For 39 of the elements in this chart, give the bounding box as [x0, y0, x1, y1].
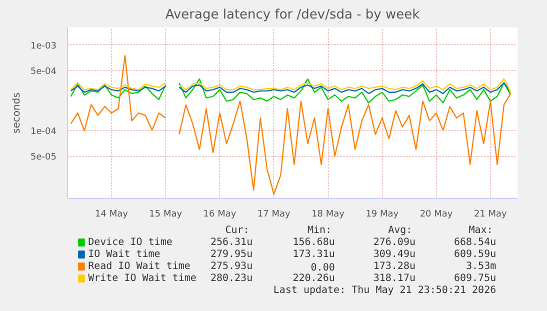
legend-label: Write IO Wait time	[88, 273, 196, 284]
y-tick-label: 5e-04	[30, 67, 57, 78]
legend-label: Device IO time	[88, 237, 172, 248]
text: 0.00	[310, 262, 335, 274]
x-tick-label: 15 May	[149, 210, 183, 220]
x-tick-label: 17 May	[257, 210, 292, 220]
text: Last update: Thu May 21 23:50:21 2026	[273, 285, 496, 296]
text: 156.68u	[292, 237, 335, 248]
text: 275.93u	[210, 261, 253, 272]
y-tick-label: 1e-03	[30, 41, 57, 52]
legend-label: IO Wait time	[88, 249, 160, 260]
text: 173.31u	[292, 249, 335, 260]
x-tick-label: 21 May	[474, 210, 508, 220]
text: 276.09u	[373, 237, 416, 248]
text: 309.49u	[373, 249, 416, 260]
x-tick-label: 16 May	[203, 210, 237, 220]
text: Cur:	[225, 225, 250, 236]
text: 318.17u	[373, 273, 416, 284]
text: 220.26u	[292, 273, 335, 284]
text: 279.95u	[210, 249, 253, 260]
x-tick-label: 18 May	[312, 210, 346, 220]
text: 173.28u	[373, 261, 416, 272]
text: 609.59u	[454, 249, 496, 260]
text: Min:	[307, 225, 332, 236]
text: Avg:	[388, 225, 412, 236]
text: Max:	[468, 225, 493, 236]
text: 3.53m	[466, 261, 496, 272]
x-tick-label: 19 May	[366, 210, 400, 220]
y-axis-title: seconds	[12, 92, 23, 134]
text: 256.31u	[210, 237, 253, 248]
x-tick-label: 20 May	[420, 210, 454, 220]
y-tick-label: 1e-04	[30, 126, 57, 137]
y-tick-label: 5e-05	[30, 152, 57, 163]
x-tick-label: 14 May	[95, 210, 129, 220]
text: 668.54u	[454, 237, 496, 248]
chart-title: Average latency for /dev/sda - by week	[165, 8, 420, 22]
legend-label: Read IO Wait time	[88, 261, 190, 272]
text: 609.75u	[454, 273, 496, 284]
text: 280.23u	[210, 273, 253, 284]
